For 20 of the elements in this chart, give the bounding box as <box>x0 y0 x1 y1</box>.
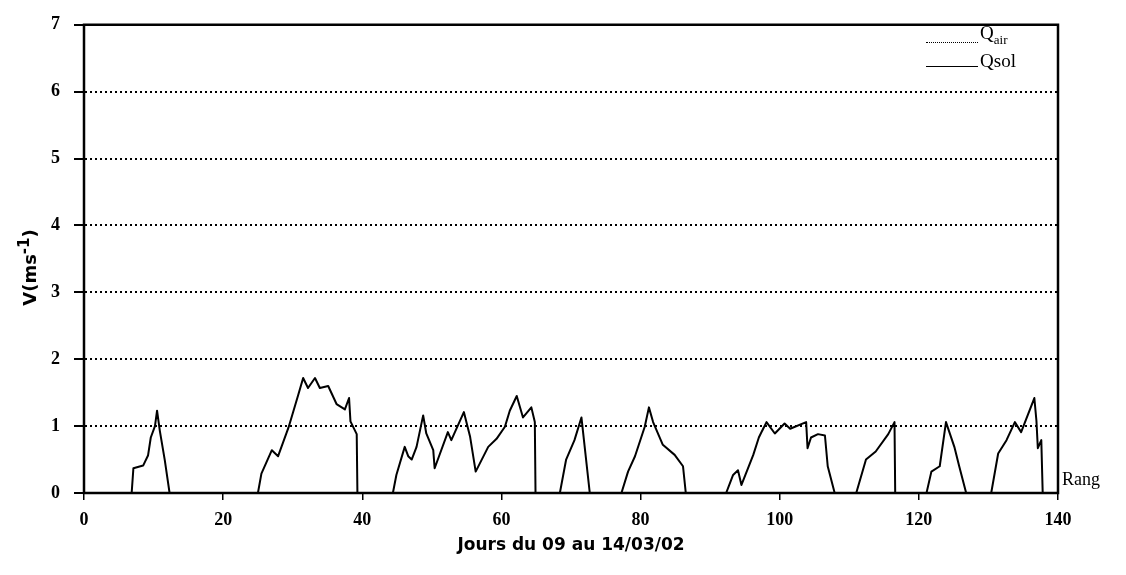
legend-label: Q$_{air}$ <box>980 22 1008 48</box>
x-tick-label: 20 <box>214 509 233 530</box>
y-tick-label: 1 <box>51 414 60 435</box>
x-tick-label: 80 <box>631 509 650 530</box>
y-tick-label: 5 <box>51 147 60 168</box>
y-tick-label: 3 <box>51 281 60 301</box>
y-tick-label: 0 <box>51 481 60 502</box>
x-tick-label: 100 <box>766 509 794 530</box>
y-tick-label: 2 <box>51 347 60 368</box>
x-tick-label: 140 <box>1044 509 1072 530</box>
x-axis-title: Jours du 09 au 14/03/02 <box>455 534 686 554</box>
y-tick-label: 6 <box>51 80 60 101</box>
y-tick-label: 7 <box>51 13 60 34</box>
legend-label: Qsol <box>980 50 1016 72</box>
x-tick-label: 60 <box>492 509 511 530</box>
x-tick-label: 40 <box>353 509 372 530</box>
annotation: Rang <box>1062 468 1100 489</box>
x-tick-label: 120 <box>905 509 933 530</box>
x-tick-label: 0 <box>79 509 89 530</box>
y-tick-label: 4 <box>51 214 60 235</box>
